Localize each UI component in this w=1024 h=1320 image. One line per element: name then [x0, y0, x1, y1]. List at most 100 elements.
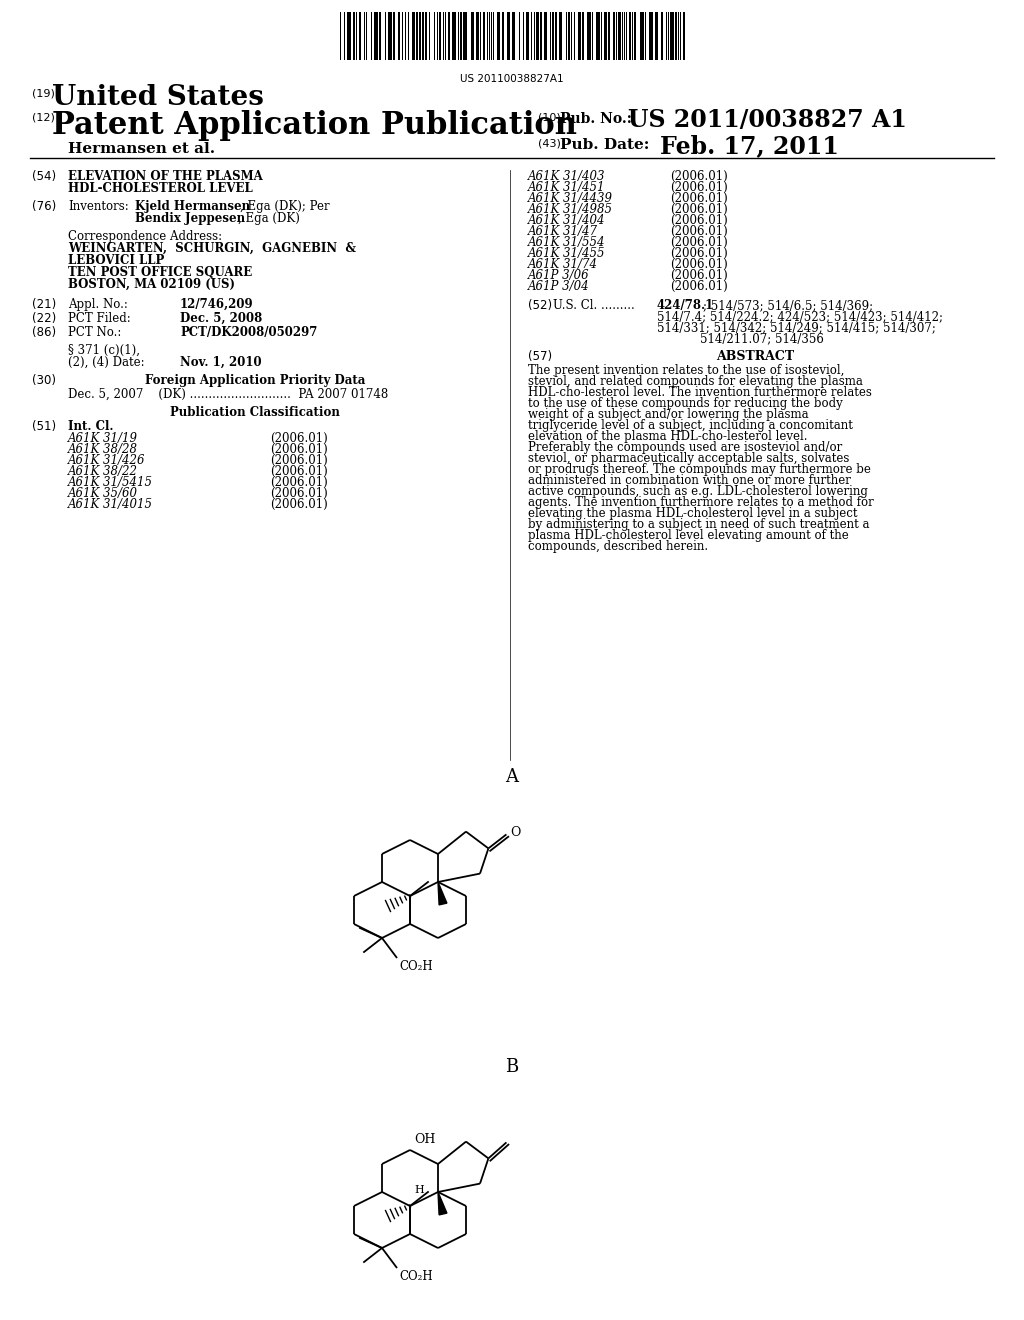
Bar: [412, 12, 415, 59]
Bar: [439, 12, 441, 59]
Text: to the use of these compounds for reducing the body: to the use of these compounds for reduci…: [528, 397, 843, 411]
Bar: [393, 12, 395, 59]
Text: HDL-CHOLESTEROL LEVEL: HDL-CHOLESTEROL LEVEL: [68, 182, 253, 195]
Text: (2006.01): (2006.01): [270, 477, 328, 488]
Text: Int. Cl.: Int. Cl.: [68, 420, 114, 433]
Text: A61K 31/74: A61K 31/74: [528, 257, 598, 271]
Bar: [555, 12, 557, 59]
Polygon shape: [438, 882, 446, 906]
Text: Publication Classification: Publication Classification: [170, 407, 340, 418]
Bar: [540, 12, 542, 59]
Text: ELEVATION OF THE PLASMA: ELEVATION OF THE PLASMA: [68, 170, 263, 183]
Text: or prodrugs thereof. The compounds may furthermore be: or prodrugs thereof. The compounds may f…: [528, 463, 870, 477]
Text: administered in combination with one or more further: administered in combination with one or …: [528, 474, 851, 487]
Text: Pub. No.:: Pub. No.:: [560, 112, 632, 125]
Text: A61P 3/04: A61P 3/04: [528, 280, 590, 293]
Bar: [422, 12, 424, 59]
Text: (51): (51): [32, 420, 56, 433]
Text: PCT/DK2008/050297: PCT/DK2008/050297: [180, 326, 317, 339]
Text: A61K 31/19: A61K 31/19: [68, 432, 138, 445]
Bar: [347, 12, 351, 59]
Text: ; 514/573; 514/6.5; 514/369;: ; 514/573; 514/6.5; 514/369;: [703, 300, 873, 312]
Bar: [374, 12, 378, 59]
Text: (2006.01): (2006.01): [670, 170, 728, 183]
Text: (86): (86): [32, 326, 56, 339]
Text: , Ega (DK); Per: , Ega (DK); Per: [240, 201, 330, 213]
Text: Hermansen et al.: Hermansen et al.: [68, 143, 215, 156]
Text: (57): (57): [528, 350, 552, 363]
Bar: [618, 12, 621, 59]
Text: (2006.01): (2006.01): [670, 247, 728, 260]
Bar: [662, 12, 663, 59]
Text: A61P 3/06: A61P 3/06: [528, 269, 590, 282]
Bar: [507, 12, 510, 59]
Text: Dec. 5, 2008: Dec. 5, 2008: [180, 312, 262, 325]
Text: elevation of the plasma HDL-cho-lesterol level.: elevation of the plasma HDL-cho-lesterol…: [528, 430, 808, 444]
Bar: [675, 12, 677, 59]
Bar: [452, 12, 456, 59]
Text: OH: OH: [414, 1133, 435, 1146]
Text: (2006.01): (2006.01): [670, 224, 728, 238]
Text: steviol, and related compounds for elevating the plasma: steviol, and related compounds for eleva…: [528, 375, 863, 388]
Bar: [634, 12, 636, 59]
Text: plasma HDL-cholesterol level elevating amount of the: plasma HDL-cholesterol level elevating a…: [528, 529, 849, 543]
Text: PCT No.:: PCT No.:: [68, 326, 122, 339]
Bar: [655, 12, 658, 59]
Text: (30): (30): [32, 374, 56, 387]
Text: US 2011/0038827 A1: US 2011/0038827 A1: [628, 108, 907, 132]
Bar: [608, 12, 610, 59]
Text: agents. The invention furthermore relates to a method for: agents. The invention furthermore relate…: [528, 496, 873, 510]
Text: Appl. No.:: Appl. No.:: [68, 298, 128, 312]
Text: (2006.01): (2006.01): [670, 280, 728, 293]
Text: Bendix Jeppesen: Bendix Jeppesen: [135, 213, 245, 224]
Text: 514/7.4; 514/224.2; 424/523; 514/423; 514/412;: 514/7.4; 514/224.2; 424/523; 514/423; 51…: [657, 310, 943, 323]
Text: (2006.01): (2006.01): [270, 465, 328, 478]
Text: 12/746,209: 12/746,209: [180, 298, 254, 312]
Text: Dec. 5, 2007    (DK) ...........................  PA 2007 01748: Dec. 5, 2007 (DK) ......................…: [68, 388, 388, 401]
Text: TEN POST OFFICE SQUARE: TEN POST OFFICE SQUARE: [68, 267, 252, 279]
Text: The present invention relates to the use of isosteviol,: The present invention relates to the use…: [528, 364, 845, 378]
Text: (12): (12): [32, 112, 55, 121]
Bar: [552, 12, 554, 59]
Text: LEBOVICI LLP: LEBOVICI LLP: [68, 253, 164, 267]
Text: A61K 31/451: A61K 31/451: [528, 181, 605, 194]
Text: (43): (43): [538, 139, 561, 148]
Text: A: A: [506, 768, 518, 785]
Bar: [670, 12, 674, 59]
Bar: [587, 12, 591, 59]
Text: triglyceride level of a subject, including a concomitant: triglyceride level of a subject, includi…: [528, 418, 853, 432]
Bar: [596, 12, 600, 59]
Text: (10): (10): [538, 112, 561, 121]
Bar: [416, 12, 418, 59]
Text: A61K 31/404: A61K 31/404: [528, 214, 605, 227]
Bar: [388, 12, 392, 59]
Text: A61K 38/22: A61K 38/22: [68, 465, 138, 478]
Text: A61K 31/426: A61K 31/426: [68, 454, 145, 467]
Bar: [629, 12, 631, 59]
Text: H: H: [414, 1185, 424, 1195]
Bar: [683, 12, 685, 59]
Text: B: B: [506, 1059, 518, 1076]
Text: (54): (54): [32, 170, 56, 183]
Bar: [463, 12, 467, 59]
Text: § 371 (c)(1),: § 371 (c)(1),: [68, 345, 140, 356]
Bar: [449, 12, 450, 59]
Text: A61K 31/4439: A61K 31/4439: [528, 191, 613, 205]
Text: Feb. 17, 2011: Feb. 17, 2011: [660, 135, 839, 158]
Text: ABSTRACT: ABSTRACT: [716, 350, 794, 363]
Text: A61K 31/47: A61K 31/47: [528, 224, 598, 238]
Bar: [460, 12, 462, 59]
Text: (19): (19): [32, 88, 55, 98]
Text: (2), (4) Date:: (2), (4) Date:: [68, 356, 144, 370]
Text: A61K 31/5415: A61K 31/5415: [68, 477, 153, 488]
Bar: [471, 12, 474, 59]
Text: (2006.01): (2006.01): [670, 181, 728, 194]
Text: BOSTON, MA 02109 (US): BOSTON, MA 02109 (US): [68, 279, 234, 290]
Text: (2006.01): (2006.01): [670, 257, 728, 271]
Text: CO₂H: CO₂H: [399, 1270, 432, 1283]
Bar: [640, 12, 644, 59]
Bar: [359, 12, 361, 59]
Text: A61K 31/403: A61K 31/403: [528, 170, 605, 183]
Bar: [568, 12, 570, 59]
Text: Correspondence Address:: Correspondence Address:: [68, 230, 222, 243]
